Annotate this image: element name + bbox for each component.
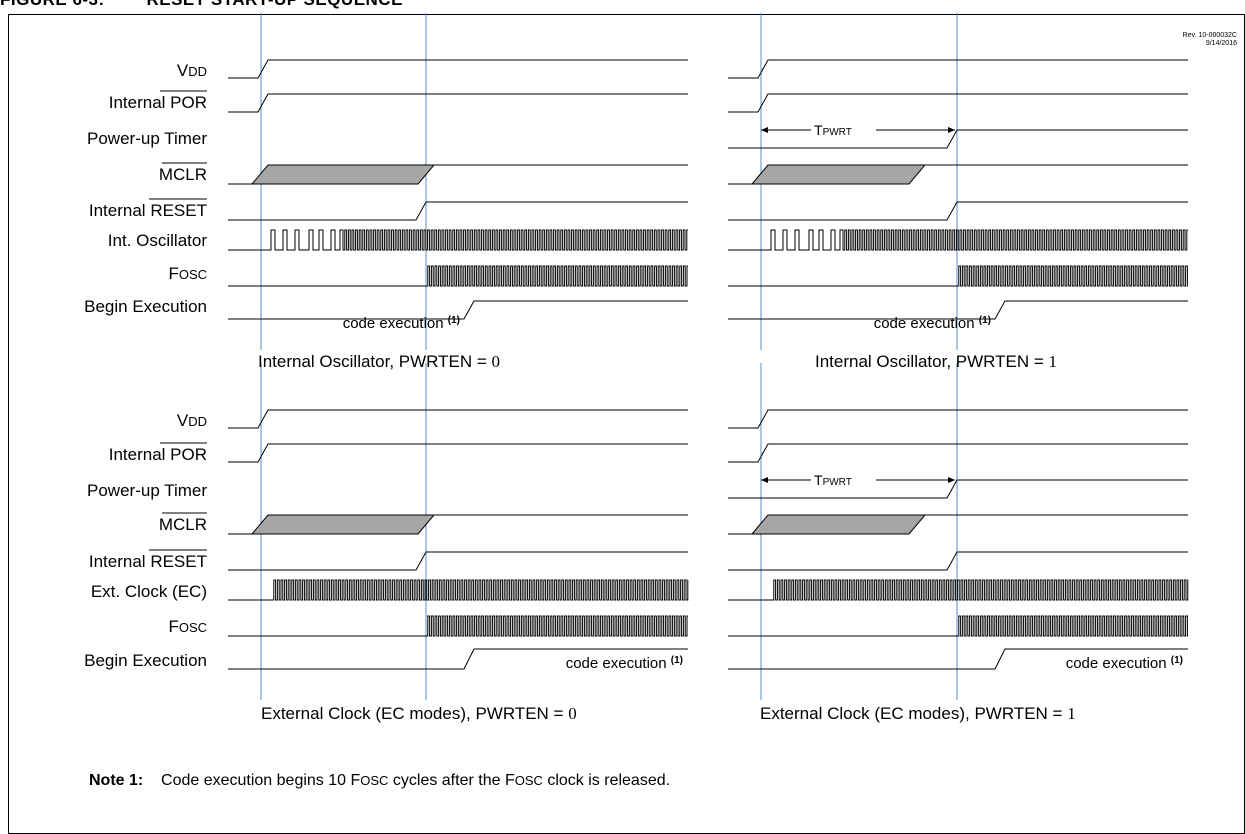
- fosc-waveform: [228, 265, 688, 287]
- label-internal-reset: Internal RESET: [89, 552, 207, 571]
- footnote-label: Note 1:: [89, 772, 144, 789]
- tpwrt-arrowhead-left: [761, 127, 768, 133]
- label-mclr: MCLR: [159, 515, 207, 534]
- oscillator-waveform: [728, 579, 1189, 601]
- caption-top-right: Internal Oscillator, PWRTEN = 1: [815, 352, 1057, 371]
- oscillator-waveform: [228, 579, 689, 601]
- tpwrt-arrowhead-right: [948, 477, 955, 483]
- por-waveform: [728, 443, 1188, 463]
- panel-external-clock-pwrten-1: TPWRT code execution (1): [728, 363, 1189, 700]
- panel-internal-osc-pwrten-1: TPWRT code execution (1): [728, 13, 1188, 350]
- vdd-waveform: [228, 409, 688, 429]
- internal-reset-waveform: [728, 201, 1188, 221]
- label-fosc: FOSC: [168, 264, 207, 283]
- revision-stamp: Rev. 10-000032C: [1183, 32, 1237, 39]
- top-signal-labels: VDD Internal POR Power-up Timer MCLR Int…: [84, 61, 207, 316]
- begin-execution-waveform: [728, 300, 1188, 320]
- fosc-waveform: [728, 265, 1188, 287]
- internal-reset-waveform: [228, 201, 688, 221]
- vdd-waveform: [228, 59, 688, 79]
- caption-bottom-right: External Clock (EC modes), PWRTEN = 1: [760, 704, 1076, 723]
- oscillator-waveform: [728, 229, 1188, 251]
- internal-reset-waveform: [728, 551, 1188, 571]
- power-up-timer-waveform: [728, 129, 1188, 149]
- timing-diagram: Rev. 10-000032C 9/14/2016 VDD Internal P…: [84, 13, 1237, 723]
- label-ext-clock: Ext. Clock (EC): [91, 582, 207, 601]
- tpwrt-arrowhead-left: [761, 477, 768, 483]
- mclr-shaded-transition: [750, 164, 927, 185]
- label-vdd: VDD: [177, 411, 207, 430]
- por-waveform: [728, 93, 1188, 113]
- vdd-waveform: [728, 409, 1188, 429]
- por-waveform: [228, 443, 688, 463]
- mclr-shaded-transition: [250, 514, 436, 535]
- tpwrt-label: TPWRT: [814, 122, 852, 138]
- label-begin-execution: Begin Execution: [84, 651, 207, 670]
- code-execution-label: code execution (1): [874, 315, 991, 332]
- label-internal-por: Internal POR: [109, 445, 207, 464]
- code-execution-label: code execution (1): [343, 315, 460, 332]
- label-power-up-timer: Power-up Timer: [87, 129, 207, 148]
- caption-bottom-left: External Clock (EC modes), PWRTEN = 0: [261, 704, 577, 723]
- label-begin-execution: Begin Execution: [84, 297, 207, 316]
- figure-title: FIGURE 6-3: RESET START-UP SEQUENCE: [0, 0, 403, 10]
- label-internal-por: Internal POR: [109, 93, 207, 112]
- revision-date: 9/14/2016: [1206, 40, 1237, 47]
- begin-execution-waveform: [228, 648, 688, 670]
- label-internal-reset: Internal RESET: [89, 201, 207, 220]
- panel-internal-osc-pwrten-0: code execution (1): [228, 13, 688, 350]
- code-execution-label: code execution (1): [1066, 655, 1183, 672]
- code-execution-label: code execution (1): [566, 655, 683, 672]
- internal-reset-waveform: [228, 551, 688, 571]
- tpwrt-arrowhead-right: [948, 127, 955, 133]
- por-waveform: [228, 93, 688, 113]
- tpwrt-label: TPWRT: [814, 472, 852, 488]
- label-vdd: VDD: [177, 61, 207, 80]
- fosc-waveform: [228, 615, 688, 637]
- panel-external-clock-pwrten-0: code execution (1): [228, 363, 689, 700]
- label-fosc: FOSC: [168, 617, 207, 636]
- oscillator-waveform: [228, 229, 688, 251]
- label-mclr: MCLR: [159, 165, 207, 184]
- label-power-up-timer: Power-up Timer: [87, 481, 207, 500]
- power-up-timer-waveform: [728, 479, 1188, 499]
- begin-execution-waveform: [728, 648, 1188, 670]
- caption-top-left: Internal Oscillator, PWRTEN = 0: [258, 352, 500, 371]
- mclr-shaded-transition: [750, 514, 927, 535]
- bottom-signal-labels: VDD Internal POR Power-up Timer MCLR Int…: [84, 411, 207, 670]
- vdd-waveform: [728, 59, 1188, 79]
- footnote: Note 1: Code execution begins 10 FOSC cy…: [89, 772, 671, 789]
- label-int-oscillator: Int. Oscillator: [108, 231, 208, 250]
- mclr-shaded-transition: [250, 164, 436, 185]
- begin-execution-waveform: [228, 300, 688, 320]
- fosc-waveform: [728, 615, 1188, 637]
